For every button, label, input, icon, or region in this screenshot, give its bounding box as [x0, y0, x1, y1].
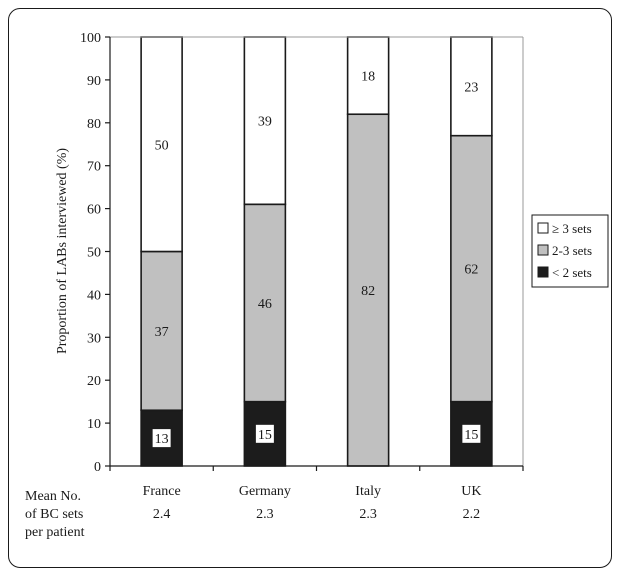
y-tick-label-10: 10	[87, 417, 101, 432]
legend: ≥ 3 sets 2-3 sets < 2 sets	[531, 214, 609, 288]
x-tick-label-germany: Germany	[239, 484, 291, 499]
data-label-uk-3-sets: 23	[464, 80, 478, 95]
row-value-italy: 2.3	[359, 507, 377, 522]
data-label-box-uk	[462, 424, 481, 443]
row-value-uk: 2.2	[463, 507, 481, 522]
bar-segment-germany-3-sets	[243, 36, 287, 206]
stacked-bar-chart: 13 37 50 15 46 39 82 18 15 62 23 0 10 20 30 40 50 60 70 80…	[25, 31, 609, 540]
bar-segment-uk-2-3-sets	[450, 134, 493, 403]
data-label-uk-2-sets: 15	[464, 428, 478, 443]
legend-swatch-2-sets	[537, 266, 549, 278]
bars-group: 13 37 50 15 46 39 82 18 15 62 23	[140, 36, 493, 467]
data-label-uk-2-3-sets: 62	[464, 263, 478, 278]
row-label-line-0: Mean No.	[25, 489, 81, 504]
data-label-germany-2-3-sets: 46	[258, 297, 272, 312]
row-label-line-2: per patient	[25, 525, 85, 540]
y-axis-label: Proportion of LABs interviewed (%)	[55, 148, 70, 354]
x-tick-label-uk: UK	[461, 484, 481, 499]
legend-swatch-3-sets	[537, 222, 549, 234]
legend-label-3-sets: ≥ 3 sets	[552, 221, 592, 236]
y-tick-label-90: 90	[87, 74, 101, 89]
y-tick-label-100: 100	[80, 31, 101, 46]
axes-group: 0 10 20 30 40 50 60 70 80 90 100 France Germany Italy…	[80, 31, 524, 499]
y-tick-label-70: 70	[87, 160, 101, 175]
x-tick-label-france: France	[143, 484, 181, 499]
data-label-france-2-3-sets: 37	[155, 325, 169, 340]
y-tick-label-60: 60	[87, 203, 101, 218]
data-label-germany-3-sets: 39	[258, 115, 272, 130]
y-tick-label-0: 0	[94, 460, 101, 475]
data-label-germany-2-sets: 15	[258, 428, 272, 443]
y-tick-label-50: 50	[87, 246, 101, 261]
legend-label-2-sets: < 2 sets	[552, 265, 592, 280]
y-tick-label-30: 30	[87, 331, 101, 346]
y-tick-label-40: 40	[87, 288, 101, 303]
legend-swatch-2-3-sets	[537, 244, 549, 256]
data-label-italy-2-3-sets: 82	[361, 284, 375, 299]
legend-label-2-3-sets: 2-3 sets	[552, 243, 592, 258]
bar-segment-uk-3-sets	[450, 36, 493, 137]
data-label-france-3-sets: 50	[155, 138, 169, 153]
row-label-line-1: of BC sets	[25, 507, 83, 522]
mean-bc-sets-row: Mean No. of BC sets per patient 2.4 2.3 2.3 2.…	[25, 489, 480, 540]
row-value-france: 2.4	[153, 507, 171, 522]
data-label-italy-3-sets: 18	[361, 70, 375, 85]
y-tick-label-20: 20	[87, 374, 101, 389]
row-value-germany: 2.3	[256, 507, 274, 522]
bar-segment-france-2-3-sets	[140, 250, 183, 412]
y-tick-label-80: 80	[87, 117, 101, 132]
bar-segment-germany-2-3-sets	[243, 203, 287, 403]
data-label-box-germany	[255, 424, 274, 443]
bar-segment-italy-2-3-sets	[346, 113, 390, 467]
x-tick-label-italy: Italy	[355, 484, 381, 499]
data-label-france-2-sets: 13	[155, 432, 169, 447]
data-label-box-france	[152, 429, 171, 448]
